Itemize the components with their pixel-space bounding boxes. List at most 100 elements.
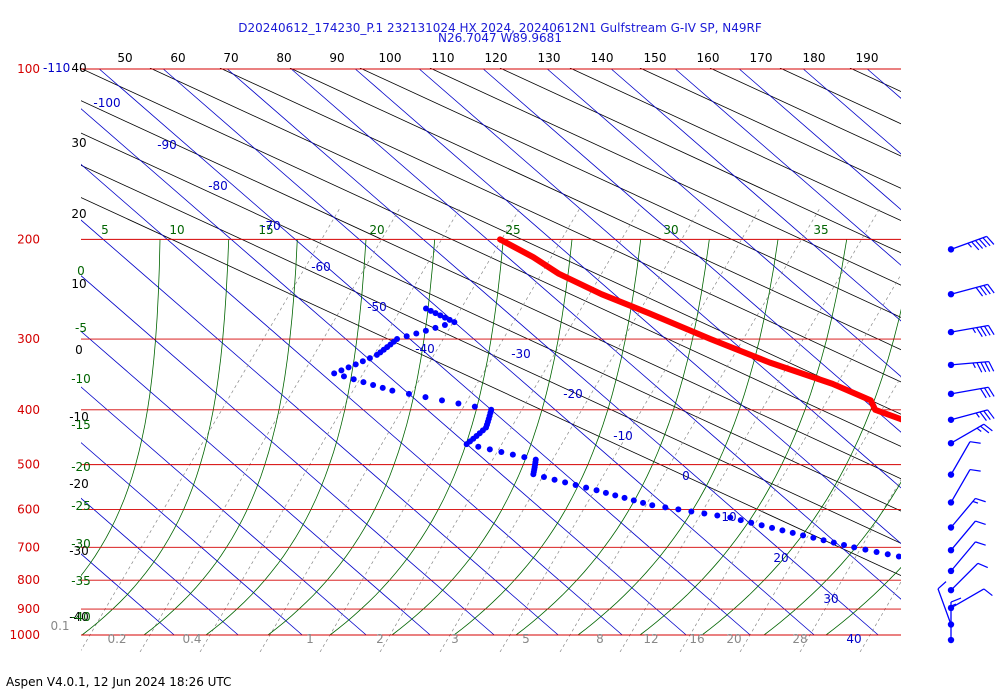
dry-adiabat-line (81, 197, 901, 577)
mixing-ratio-line (439, 207, 701, 652)
mixing-ratio-line (81, 207, 341, 651)
moist-adiabat-line (81, 239, 230, 636)
dewpoint-point (422, 327, 429, 334)
wind-barb-flag (975, 497, 986, 503)
dewpoint-point (701, 510, 708, 517)
mixing-ratio-line (319, 207, 581, 652)
dewpoint-point (471, 403, 478, 410)
wind-barb-flag (980, 425, 990, 434)
wind-barb-staff (950, 441, 971, 475)
moist-label-200: 5 (101, 223, 109, 237)
dry-adiabat-line (569, 68, 901, 222)
top-axis-label: 90 (329, 51, 344, 65)
wind-barb-flag (974, 240, 984, 249)
moist-label-200: 35 (813, 223, 828, 237)
wind-barb-staff (950, 423, 985, 444)
mixing-ratio-label: 20 (726, 632, 741, 646)
wind-barb-staff (950, 541, 976, 572)
dewpoint-point (331, 370, 338, 377)
dewpoint-point (800, 532, 807, 539)
pressure-label: 100 (17, 62, 40, 76)
wind-barb-flag (975, 520, 986, 526)
dewpoint-point (373, 351, 380, 358)
isotherm-line (803, 68, 901, 155)
moist-adiabat-label: -15 (71, 418, 91, 432)
wind-barb-flag (979, 286, 987, 296)
potential-temp-label: 20 (71, 207, 86, 221)
wind-barb-staff (950, 283, 988, 295)
top-isotherm-label: -110 (43, 61, 70, 75)
mixing-ratio-label: 0.1 (50, 619, 69, 633)
dry-adiabat-line (709, 68, 901, 157)
isotherm-label: -40 (415, 342, 435, 356)
wind-barb-half (975, 412, 980, 418)
wind-barb-flag (983, 285, 991, 295)
dewpoint-point (583, 484, 590, 491)
dry-adiabat-line (429, 68, 901, 286)
dewpoint-point (389, 387, 396, 394)
wind-barb-flag (969, 468, 981, 472)
mixing-ratio-label: 2 (376, 632, 384, 646)
isotherm-line (419, 68, 901, 489)
dewpoint-point (841, 541, 848, 548)
potential-temp-label: 40 (71, 61, 86, 75)
wind-barb-flag (980, 326, 987, 337)
dewpoint-point (451, 319, 458, 326)
isotherm-line (547, 68, 901, 378)
dewpoint-point (973, 569, 979, 575)
dewpoint-point (649, 502, 656, 509)
wind-barb-staff (937, 588, 952, 625)
pressure-label: 800 (17, 573, 40, 587)
moist-label-200: 10 (169, 223, 184, 237)
wind-barb-staff (950, 520, 976, 551)
dewpoint-point (714, 512, 721, 519)
dewpoint-point (984, 571, 990, 577)
wind-barb-staff (950, 386, 989, 395)
pressure-label: 700 (17, 540, 40, 554)
dewpoint-point (769, 524, 776, 531)
moist-label-200: 15 (258, 223, 273, 237)
dewpoint-point (748, 519, 755, 526)
top-axis-label: 170 (750, 51, 773, 65)
dry-adiabat-line (81, 164, 901, 544)
moist-adiabat-label: 0 (77, 264, 85, 278)
top-axis-label: 150 (644, 51, 667, 65)
mixing-ratio-label: 5 (522, 632, 530, 646)
dewpoint-point (350, 376, 357, 383)
wind-barb-staff (950, 469, 971, 503)
dewpoint-point (359, 358, 366, 365)
temperature-trace (497, 236, 901, 423)
isotherm-label: -60 (311, 260, 331, 274)
wind-barb-flag (983, 387, 991, 398)
mixing-ratio-label: 8 (596, 632, 604, 646)
top-axis-label: 100 (379, 51, 402, 65)
dewpoint-point (352, 361, 359, 368)
wind-barb-flag (988, 361, 995, 372)
wind-barb-flag (987, 325, 995, 335)
moist-adiabat-line (267, 239, 436, 636)
dewpoint-point (873, 548, 880, 555)
wind-barb-staff (950, 360, 989, 366)
dewpoint-point (830, 539, 837, 546)
top-axis-label: 110 (432, 51, 455, 65)
moist-adiabat-label: -35 (71, 574, 91, 588)
isotherm-line (81, 386, 367, 636)
dewpoint-point (379, 384, 386, 391)
dewpoint-point (929, 560, 935, 566)
dewpoint-point (340, 373, 347, 380)
wind-barb-half (972, 500, 979, 504)
potential-temp-label: 10 (71, 277, 86, 291)
wind-barb-flag (983, 588, 993, 597)
dewpoint-point (640, 499, 647, 506)
top-axis-label: 70 (223, 51, 238, 65)
wind-barb-flag (978, 238, 987, 248)
dewpoint-point (940, 562, 946, 568)
dewpoint-point (884, 551, 891, 558)
potential-temp-label: -30 (69, 544, 89, 558)
dewpoint-point (438, 397, 445, 404)
top-axis-label: 140 (591, 51, 614, 65)
wind-barb-flag (987, 409, 995, 419)
wind-barb-flag (980, 388, 987, 399)
isotherm-line (81, 442, 303, 636)
